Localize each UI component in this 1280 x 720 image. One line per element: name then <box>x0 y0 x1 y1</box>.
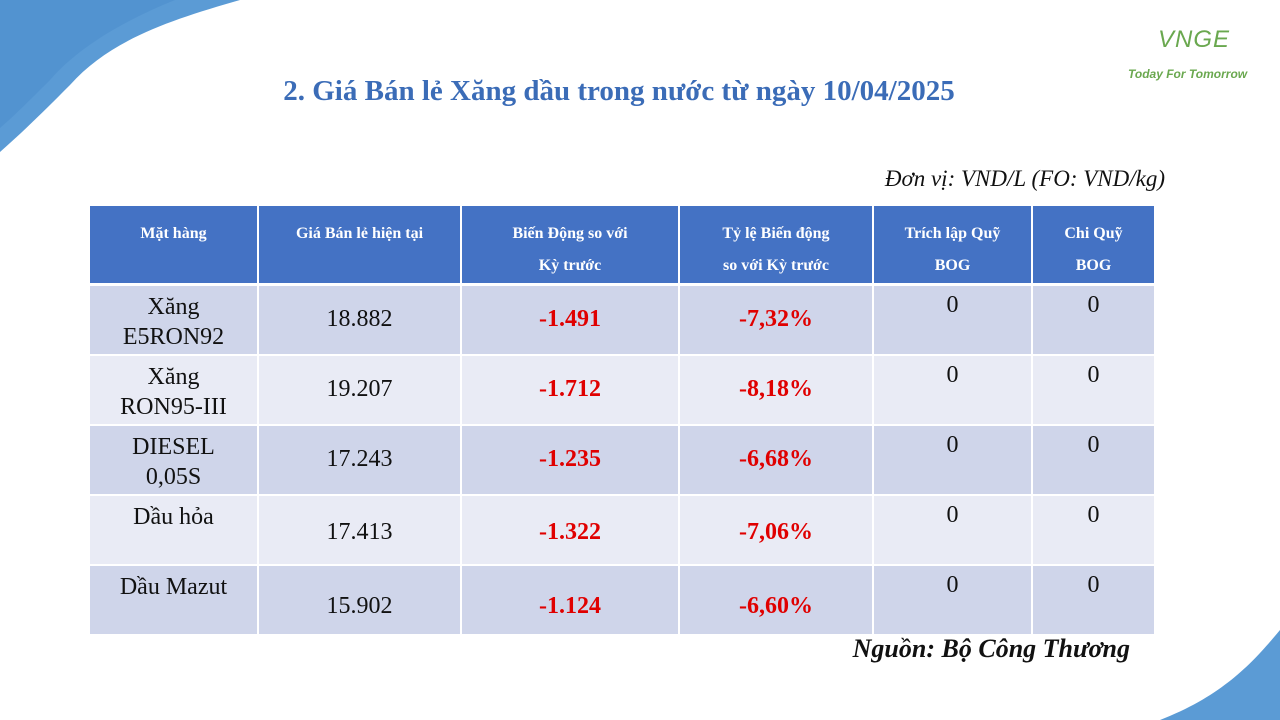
source-note: Nguồn: Bộ Công Thương <box>852 634 1130 663</box>
cell-price: 18.882 <box>258 284 462 356</box>
cell-bog-contribution: 0 <box>873 564 1033 636</box>
cell-price: 15.902 <box>258 564 462 636</box>
cell-change: -1.491 <box>461 284 680 356</box>
cell-item: Xăng RON95-III <box>90 354 259 426</box>
cell-bog-spending: 0 <box>1032 354 1156 426</box>
cell-bog-contribution: 0 <box>873 424 1033 496</box>
cell-bog-contribution: 0 <box>873 284 1033 356</box>
table-header-row: Mặt hàng Giá Bán lẻ hiện tại Biến Động s… <box>90 206 1156 286</box>
cell-item: Xăng E5RON92 <box>90 284 259 356</box>
header-bog-contribution: Trích lập Quỹ BOG <box>873 206 1033 286</box>
header-price: Giá Bán lẻ hiện tại <box>258 206 462 286</box>
cell-bog-spending: 0 <box>1032 494 1156 566</box>
cell-change-pct: -6,68% <box>679 424 874 496</box>
logo-tagline: Today For Tomorrow <box>1128 67 1248 81</box>
table-row: Dầu hỏa 17.413 -1.322 -7,06% 0 0 <box>90 494 1156 566</box>
cell-bog-spending: 0 <box>1032 564 1156 636</box>
cell-change-pct: -7,32% <box>679 284 874 356</box>
vnge-logo: VNGE Today For Tomorrow <box>1128 18 1258 88</box>
cell-change: -1.235 <box>461 424 680 496</box>
header-change-pct: Tỷ lệ Biến động so với Kỳ trước <box>679 206 874 286</box>
table-row: DIESEL 0,05S 17.243 -1.235 -6,68% 0 0 <box>90 424 1156 496</box>
cell-change-pct: -6,60% <box>679 564 874 636</box>
table-row: Dầu Mazut 15.902 -1.124 -6,60% 0 0 <box>90 564 1156 636</box>
header-change: Biến Động so với Kỳ trước <box>461 206 680 286</box>
slide-title: 2. Giá Bán lẻ Xăng dầu trong nước từ ngà… <box>283 75 955 107</box>
cell-price: 17.413 <box>258 494 462 566</box>
cell-item: Dầu Mazut <box>90 564 259 636</box>
cell-change: -1.322 <box>461 494 680 566</box>
unit-note: Đơn vị: VND/L (FO: VND/kg) <box>884 166 1165 191</box>
cell-bog-spending: 0 <box>1032 424 1156 496</box>
cell-price: 17.243 <box>258 424 462 496</box>
cell-price: 19.207 <box>258 354 462 426</box>
cell-change-pct: -7,06% <box>679 494 874 566</box>
header-bog-spending: Chi Quỹ BOG <box>1032 206 1156 286</box>
table-row: Xăng E5RON92 18.882 -1.491 -7,32% 0 0 <box>90 284 1156 356</box>
cell-bog-contribution: 0 <box>873 494 1033 566</box>
cell-bog-contribution: 0 <box>873 354 1033 426</box>
fuel-price-table: Mặt hàng Giá Bán lẻ hiện tại Biến Động s… <box>90 206 1156 636</box>
cell-item: DIESEL 0,05S <box>90 424 259 496</box>
header-item: Mặt hàng <box>90 206 259 286</box>
cell-change: -1.712 <box>461 354 680 426</box>
cell-item: Dầu hỏa <box>90 494 259 566</box>
table-row: Xăng RON95-III 19.207 -1.712 -8,18% 0 0 <box>90 354 1156 426</box>
cell-change-pct: -8,18% <box>679 354 874 426</box>
cell-change: -1.124 <box>461 564 680 636</box>
logo-mark: VNGE <box>1158 26 1231 53</box>
cell-bog-spending: 0 <box>1032 284 1156 356</box>
